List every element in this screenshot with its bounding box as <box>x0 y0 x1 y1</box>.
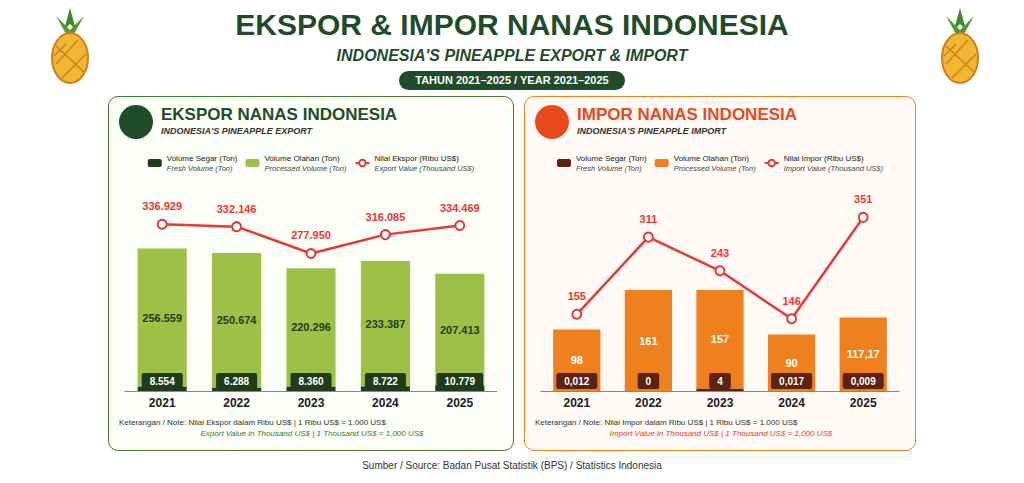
svg-text:0: 0 <box>646 376 652 387</box>
svg-text:2022: 2022 <box>223 396 250 410</box>
html-text:INDONESIA'S PINEAPPLE EXPORT &: INDONESIA'S PINEAPPLE EXPORT & IMPORT <box>336 47 688 64</box>
html-text:INDONESIA'S PINEAPPLE IMPORT: INDONESIA'S PINEAPPLE IMPORT <box>577 126 726 136</box>
svg-text:8.722: 8.722 <box>373 376 398 387</box>
svg-text:6.288: 6.288 <box>224 376 249 387</box>
html-text:Keterangan / Note: Nilai Impor: Keterangan / Note: Nilai Impor dalam Rib… <box>535 418 798 427</box>
svg-text:Volume Olahan (Ton): Volume Olahan (Ton) <box>674 154 749 163</box>
svg-text:Nilai Ekspor (Ribu US$): Nilai Ekspor (Ribu US$) <box>374 154 459 163</box>
svg-text:334.469: 334.469 <box>440 202 480 214</box>
svg-text:161: 161 <box>639 335 657 347</box>
svg-text:Processed Volume (Ton): Processed Volume (Ton) <box>674 164 756 173</box>
svg-text:98: 98 <box>571 354 583 366</box>
svg-text:207.413: 207.413 <box>440 324 480 336</box>
html-text:EKSPOR & IMPOR NANAS INDONESIA: EKSPOR & IMPOR NANAS INDONESIA <box>235 8 789 41</box>
svg-text:Volume Segar (Ton): Volume Segar (Ton) <box>576 154 647 163</box>
svg-text:0,009: 0,009 <box>851 376 876 387</box>
svg-text:2025: 2025 <box>850 396 877 410</box>
svg-text:2024: 2024 <box>778 396 805 410</box>
html-text:EKSPOR NANAS INDONESIA: EKSPOR NANAS INDONESIA <box>161 105 398 124</box>
svg-text:8.360: 8.360 <box>298 376 323 387</box>
svg-text:Volume Olahan (Ton): Volume Olahan (Ton) <box>264 154 339 163</box>
html-text:Import Value in Thousand US$ |: Import Value in Thousand US$ | 1 Thousan… <box>609 429 833 438</box>
svg-text:2023: 2023 <box>298 396 325 410</box>
svg-text:0,017: 0,017 <box>779 376 804 387</box>
svg-text:2024: 2024 <box>372 396 399 410</box>
html-text:TAHUN 2021–2025 / YEAR 2021–20: TAHUN 2021–2025 / YEAR 2021–2025 <box>415 74 609 86</box>
svg-text:243: 243 <box>711 247 729 259</box>
svg-text:2022: 2022 <box>635 396 662 410</box>
svg-text:90: 90 <box>785 357 797 369</box>
svg-text:277.950: 277.950 <box>291 229 331 241</box>
html-text:IMPOR NANAS INDONESIA: IMPOR NANAS INDONESIA <box>577 105 798 124</box>
svg-text:220.296: 220.296 <box>291 321 331 333</box>
svg-text:Nilai Impor (Ribu US$): Nilai Impor (Ribu US$) <box>784 154 864 163</box>
svg-text:Processed Volume (Ton): Processed Volume (Ton) <box>264 164 346 173</box>
svg-text:336.929: 336.929 <box>142 200 182 212</box>
svg-text:0,012: 0,012 <box>564 376 589 387</box>
svg-text:155: 155 <box>568 290 586 302</box>
svg-text:8.554: 8.554 <box>150 376 175 387</box>
svg-text:Volume Segar (Ton): Volume Segar (Ton) <box>167 154 238 163</box>
svg-text:10.779: 10.779 <box>445 376 476 387</box>
svg-text:Fresh Volume (Ton): Fresh Volume (Ton) <box>167 164 233 173</box>
svg-text:Import Value (Thousand US$): Import Value (Thousand US$) <box>784 164 884 173</box>
svg-text:157: 157 <box>711 333 729 345</box>
svg-text:Export Value (Thousand US$): Export Value (Thousand US$) <box>374 164 474 173</box>
svg-text:146: 146 <box>782 295 800 307</box>
svg-text:311: 311 <box>640 213 658 225</box>
svg-text:2023: 2023 <box>707 396 734 410</box>
html-text:Sumber / Source: Badan Pusat S: Sumber / Source: Badan Pusat Statistik (… <box>362 460 662 471</box>
svg-text:2021: 2021 <box>563 396 590 410</box>
svg-text:351: 351 <box>854 193 872 205</box>
svg-text:Fresh Volume (Ton): Fresh Volume (Ton) <box>576 164 642 173</box>
svg-text:2025: 2025 <box>446 396 473 410</box>
html-text:Export Value in Thousand US$ |: Export Value in Thousand US$ | 1 Thousan… <box>200 429 424 438</box>
svg-text:4: 4 <box>717 376 723 387</box>
svg-text:117,17: 117,17 <box>847 348 880 360</box>
html-text:Keterangan / Note: Nilai Ekspo: Keterangan / Note: Nilai Ekspor dalam Ri… <box>119 418 386 427</box>
svg-text:256.559: 256.559 <box>142 312 182 324</box>
svg-text:233.387: 233.387 <box>366 318 406 330</box>
svg-text:316.085: 316.085 <box>366 211 406 223</box>
svg-text:2021: 2021 <box>149 396 176 410</box>
svg-text:332.146: 332.146 <box>217 203 257 215</box>
html-text:INDONESIA'S PINEAPPLE EXPORT: INDONESIA'S PINEAPPLE EXPORT <box>161 126 312 136</box>
svg-text:250.674: 250.674 <box>217 314 258 326</box>
